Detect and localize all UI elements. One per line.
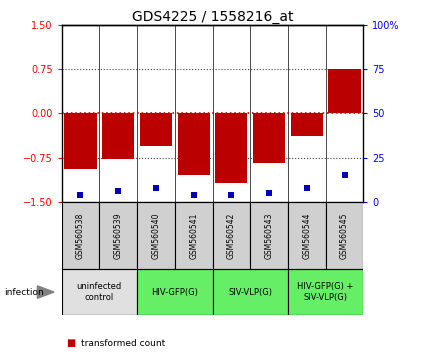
Bar	[99, 202, 137, 269]
Bar	[175, 202, 212, 269]
Bar	[140, 113, 172, 146]
Text: GSM560544: GSM560544	[302, 212, 311, 259]
Bar	[137, 269, 212, 315]
Bar	[212, 202, 250, 269]
Text: uninfected
control: uninfected control	[77, 282, 122, 302]
Text: SIV-VLP(G): SIV-VLP(G)	[228, 287, 272, 297]
Bar	[329, 69, 360, 113]
Bar	[65, 113, 96, 169]
Bar	[215, 113, 247, 183]
Text: HIV-GFP(G): HIV-GFP(G)	[151, 287, 198, 297]
Polygon shape	[37, 286, 54, 298]
Text: GSM560543: GSM560543	[265, 212, 274, 259]
Text: GSM560540: GSM560540	[151, 212, 160, 259]
Bar	[102, 113, 134, 159]
Text: GSM560542: GSM560542	[227, 212, 236, 259]
Text: GSM560541: GSM560541	[189, 212, 198, 259]
Bar	[250, 202, 288, 269]
Text: HIV-GFP(G) +
SIV-VLP(G): HIV-GFP(G) + SIV-VLP(G)	[298, 282, 354, 302]
Text: transformed count: transformed count	[81, 339, 165, 348]
Text: GSM560538: GSM560538	[76, 212, 85, 259]
Bar	[326, 202, 363, 269]
Bar	[253, 113, 285, 164]
Bar	[212, 269, 288, 315]
Text: infection: infection	[4, 287, 44, 297]
Bar	[291, 113, 323, 136]
Bar	[178, 113, 210, 175]
Bar	[62, 202, 99, 269]
Text: GSM560539: GSM560539	[114, 212, 123, 259]
Bar	[137, 202, 175, 269]
Bar	[288, 202, 326, 269]
Bar	[62, 269, 137, 315]
Title: GDS4225 / 1558216_at: GDS4225 / 1558216_at	[132, 10, 293, 24]
Text: GSM560545: GSM560545	[340, 212, 349, 259]
Bar	[288, 269, 363, 315]
Text: ■: ■	[66, 338, 75, 348]
